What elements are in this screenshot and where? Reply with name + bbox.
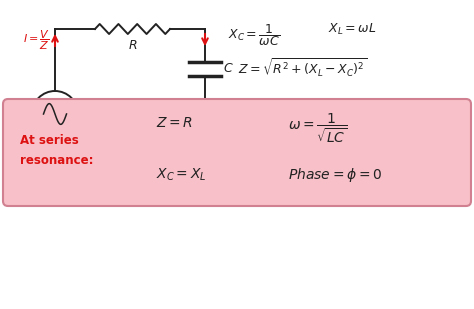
Text: $X_C = X_L$: $X_C = X_L$ — [156, 167, 207, 183]
FancyBboxPatch shape — [3, 99, 471, 206]
Text: $I = \dfrac{V}{Z}$: $I = \dfrac{V}{Z}$ — [23, 28, 50, 52]
Text: $X_L = \omega L$: $X_L = \omega L$ — [328, 22, 376, 37]
Text: $Z = \sqrt{R^2 + (X_L - X_C)^2}$: $Z = \sqrt{R^2 + (X_L - X_C)^2}$ — [238, 57, 367, 79]
Text: At series
resonance:: At series resonance: — [20, 134, 93, 167]
Text: $C$: $C$ — [223, 62, 234, 75]
Text: $\mathit{Phase} = \phi = 0$: $\mathit{Phase} = \phi = 0$ — [288, 167, 383, 184]
Text: $\mathit{Phase} = \phi = \tan^{-1}\!\left[\dfrac{X_L - X_C}{R}\right]$: $\mathit{Phase} = \phi = \tan^{-1}\!\lef… — [228, 97, 395, 125]
Text: $V$: $V$ — [82, 98, 93, 111]
Text: $\omega = 2\pi f\,(\mathrm{rad/s})$: $\omega = 2\pi f\,(\mathrm{rad/s})$ — [43, 142, 113, 155]
Text: $f$(Hz): $f$(Hz) — [60, 124, 86, 137]
Text: $R$: $R$ — [128, 39, 137, 52]
Text: $\omega = \dfrac{1}{\sqrt{LC}}$: $\omega = \dfrac{1}{\sqrt{LC}}$ — [288, 112, 347, 145]
Text: $L$: $L$ — [223, 156, 231, 169]
Text: $X_C = \dfrac{1}{\omega C}$: $X_C = \dfrac{1}{\omega C}$ — [228, 22, 280, 48]
Text: $Z = R$: $Z = R$ — [156, 116, 193, 130]
